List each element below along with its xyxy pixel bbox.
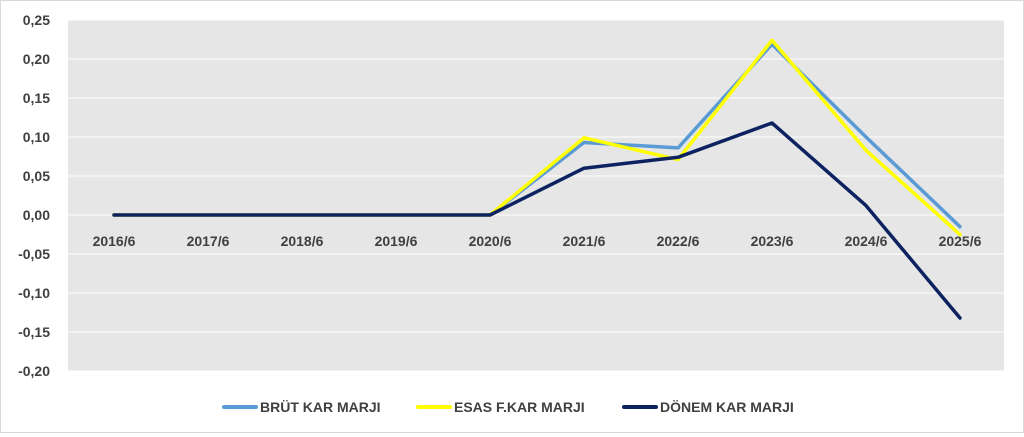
- plot-area: [68, 20, 1004, 371]
- y-tick-label: -0,20: [18, 363, 50, 379]
- y-tick-label: 0,10: [23, 129, 50, 145]
- x-tick-label: 2020/6: [469, 233, 512, 249]
- x-tick-label: 2019/6: [375, 233, 418, 249]
- x-tick-label: 2023/6: [751, 233, 794, 249]
- y-tick-label: -0,05: [18, 246, 50, 262]
- y-tick-label: 0,15: [23, 90, 50, 106]
- x-tick-label: 2024/6: [845, 233, 888, 249]
- y-tick-label: 0,05: [23, 168, 50, 184]
- y-tick-label: -0,10: [18, 285, 50, 301]
- series-line-3: [112, 121, 962, 320]
- y-tick-label: 0,00: [23, 207, 50, 223]
- legend-label-3: DÖNEM KAR MARJI: [660, 399, 794, 415]
- y-tick-label: 0,20: [23, 51, 50, 67]
- legend-label-2: ESAS F.KAR MARJI: [454, 399, 585, 415]
- y-tick-label: -0,15: [18, 324, 50, 340]
- x-tick-label: 2021/6: [563, 233, 606, 249]
- y-tick-label: 0,25: [23, 12, 50, 28]
- x-tick-label: 2018/6: [281, 233, 324, 249]
- x-tick-label: 2017/6: [187, 233, 230, 249]
- legend-label-1: BRÜT KAR MARJI: [260, 399, 381, 415]
- x-tick-label: 2016/6: [93, 233, 136, 249]
- x-tick-label: 2025/6: [939, 233, 982, 249]
- x-tick-label: 2022/6: [657, 233, 700, 249]
